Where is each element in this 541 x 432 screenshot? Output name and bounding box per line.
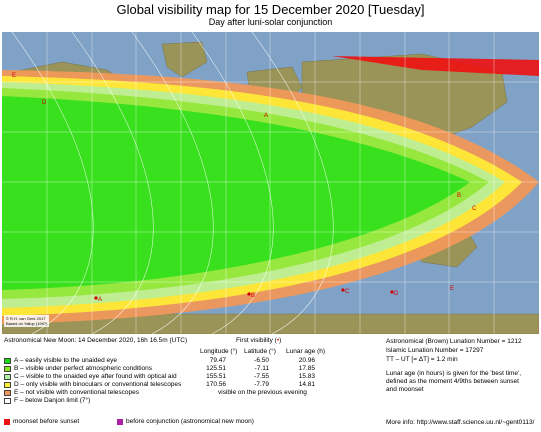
longitude-value: 170.56 (206, 381, 226, 388)
latitude-value: -7.55 (254, 373, 269, 380)
first-visibility-marker-a (94, 296, 98, 300)
zone-label: E (450, 286, 454, 292)
attribution-line: Based on Yallop (1997) (6, 321, 48, 326)
zone-a (2, 96, 470, 290)
moonset-label: moonset before sunset (13, 418, 80, 425)
brown-lunation-number: Astronomical (Brown) Lunation Number = 1… (386, 338, 522, 345)
lunar-age-note-line2: defined as the moment 4/9ths between sun… (386, 378, 519, 385)
page-title: Global visibility map for 15 December 20… (116, 2, 425, 17)
lunar-age-value: 20.96 (298, 357, 315, 364)
first-visibility-marker-d (390, 290, 394, 294)
first-visibility-label-end: ) (279, 337, 282, 344)
first-visibility-marker-b (247, 292, 251, 296)
zone-label: D (42, 100, 47, 106)
longitude-value: 125.51 (206, 365, 226, 372)
legend-text: D – only visible with binoculars or conv… (14, 381, 182, 388)
graticule (2, 32, 539, 334)
lunar-age-value: 17.85 (298, 365, 315, 372)
lunar-age-value: 15.83 (298, 373, 315, 380)
islamic-lunation-number: Islamic Lunation Number = 17297 (386, 347, 484, 354)
zone-label: A (98, 297, 102, 303)
legend-swatch-b (4, 366, 11, 372)
longitude-value: 79.47 (209, 357, 226, 364)
legend-swatch-d (4, 382, 11, 388)
moonset-swatch (4, 419, 10, 425)
lunar-age-contours (11, 32, 334, 334)
copyright-line: © R.H. van Gent 2017 (6, 316, 46, 321)
world-map-svg: E D A B C D A B C E (2, 32, 539, 334)
zone-label: B (251, 293, 255, 299)
first-visibility-marker-c (341, 288, 345, 292)
legend-swatch-f (4, 398, 11, 404)
zone-label: B (457, 193, 461, 199)
previous-evening-note: visible on the previous evening (218, 389, 307, 396)
legend-text: A – easily visible to the unaided eye (14, 357, 117, 364)
legend-text: E – not visible with conventional telesc… (14, 389, 140, 396)
legend-text: B – visible under perfect atmospheric co… (14, 365, 153, 372)
legend-swatch-e (4, 390, 11, 396)
latitude-value: -7.79 (254, 381, 269, 388)
legend-swatch-a (4, 358, 11, 364)
more-info-link[interactable]: More info: http://www.staff.science.uu.n… (386, 419, 535, 426)
moonset-before-sunset-zone (332, 56, 539, 76)
lunar-age-note-line1: Lunar age (in hours) is given for the 'b… (386, 370, 522, 377)
latitude-value: -6.50 (254, 357, 269, 364)
longitude-value: 155.51 (206, 373, 226, 380)
column-header-latitude: Latitude (°) (244, 348, 276, 355)
copyright-note: © R.H. van Gent 2017 Based on Yallop (19… (4, 315, 50, 327)
zone-label: C (472, 206, 477, 212)
greenland (161, 41, 208, 78)
lunar-age-note-line3: and moonset (386, 386, 424, 393)
column-header-longitude: Longitude (°) (200, 348, 238, 355)
legend-text: C – visible to the unaided eye after fou… (14, 373, 177, 380)
conjunction-label: before conjunction (astronomical new moo… (126, 418, 254, 425)
first-visibility-label: First visibility ( (236, 337, 277, 344)
legend-swatch-c (4, 374, 11, 380)
first-visibility-markers (94, 288, 394, 300)
column-header-lunar-age: Lunar age (h) (286, 348, 326, 355)
visibility-map: E D A B C D A B C E (2, 32, 539, 334)
zone-labels: E D A B C D A B C E (12, 73, 477, 303)
latitude-value: -7.11 (254, 365, 269, 372)
zone-label: D (394, 291, 399, 297)
zone-label: E (12, 73, 16, 79)
delta-t-value: TT – UT [= ΔT] = 1.2 min (386, 356, 458, 363)
conjunction-swatch (117, 419, 123, 425)
zone-label: C (345, 289, 350, 295)
zone-label: A (264, 113, 268, 119)
first-visibility-marker: • (276, 337, 280, 344)
first-visibility-heading: First visibility (•) (236, 337, 281, 345)
legend-text: F – below Danjon limit (7°) (14, 397, 91, 404)
lunar-age-value: 14.81 (298, 381, 315, 388)
page-subtitle: Day after luni-solar conjunction (208, 17, 333, 27)
new-moon-info: Astronomical New Moon: 14 December 2020,… (4, 337, 188, 344)
